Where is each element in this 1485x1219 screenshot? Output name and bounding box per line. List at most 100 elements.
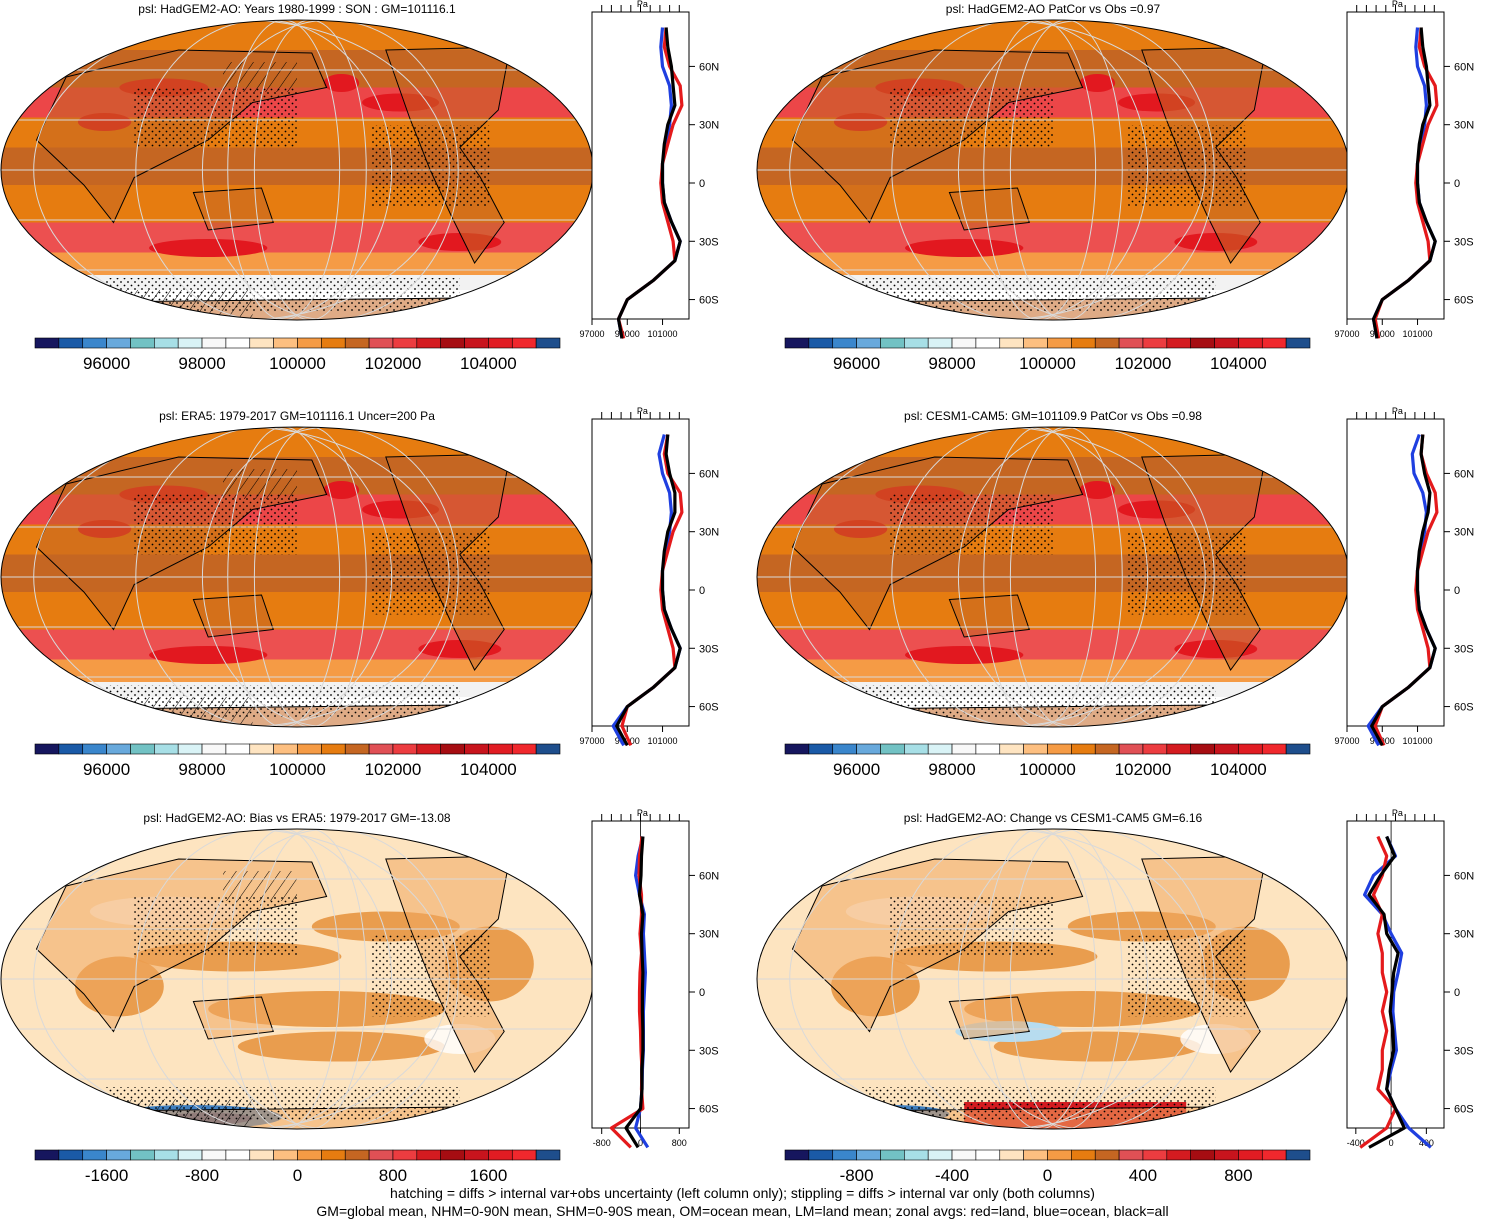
colorbar-cell (856, 743, 881, 755)
continent-outline (192, 996, 274, 1040)
graticule-meridian (201, 427, 459, 727)
zonal-lat-label: 60S (699, 1104, 719, 1116)
zonal-frame (591, 11, 690, 320)
colorbar-tick-label: 96000 (833, 354, 880, 373)
colorbar-cell (368, 1149, 394, 1161)
continent-outline (948, 594, 1030, 638)
colorbar-cell (130, 743, 155, 755)
psl-band (757, 222, 1349, 253)
zonal-lat-label: 30N (1454, 527, 1474, 539)
graticule-meridian (1009, 427, 1123, 727)
colorbar-tick-label: -800 (840, 1166, 874, 1185)
colorbar-cell (201, 1149, 227, 1161)
stippling (371, 125, 490, 208)
graticule-meridian (227, 20, 341, 320)
colorbar-cell (344, 743, 370, 755)
colorbar-cell (1285, 337, 1311, 349)
colorbar-cell (249, 743, 274, 755)
colorbar-cell (321, 1149, 346, 1161)
colorbar-tick-label: 0 (293, 1166, 302, 1185)
high-pressure-cell (323, 74, 360, 92)
colorbar-cell (904, 1149, 929, 1161)
continent-outline (192, 594, 274, 638)
colorbar-cell (273, 1149, 298, 1161)
colorbar-cell (1094, 1149, 1120, 1161)
graticule-meridian (135, 20, 393, 320)
zonal-x-label: 97000 (1334, 329, 1359, 339)
stippling (890, 896, 1053, 957)
colorbar-cell (1023, 1149, 1048, 1161)
colorbar-cell (1238, 743, 1263, 755)
graticule-meridian (253, 427, 367, 727)
psl-band (757, 659, 1349, 682)
graticule-meridian (135, 829, 393, 1129)
graticule-meridian (135, 427, 393, 727)
colorbar-cell (1071, 1149, 1096, 1161)
colorbar-cell (130, 337, 155, 349)
graticule-meridian (891, 427, 1149, 727)
zonal-lat-label: 0 (699, 178, 705, 190)
colorbar-cell (201, 337, 227, 349)
colorbar-cell (1166, 337, 1191, 349)
zonal-lat-label: 30N (1454, 120, 1474, 132)
zonal-lat-label: 30S (699, 236, 719, 248)
panel-4: psl: CESM1-CAM5: GM=101109.9 PatCor vs O… (756, 406, 1474, 779)
zonal-lat-label: 30N (699, 527, 719, 539)
graticule-meridian (227, 427, 341, 727)
colorbar-tick-label: 104000 (460, 354, 517, 373)
high-pressure-cell (905, 239, 1024, 257)
colorbar-cell (321, 743, 346, 755)
colorbar-tick-label: 100000 (1019, 354, 1076, 373)
graticule-meridian (983, 427, 1097, 727)
zonal-x-label: 97000 (579, 329, 604, 339)
colorbar-cell (344, 337, 370, 349)
colorbar-cell (1071, 337, 1096, 349)
zonal-lat-label: 60N (1454, 468, 1474, 480)
colorbar-tick-label: 104000 (1210, 354, 1267, 373)
colorbar-tick-label: 104000 (460, 760, 517, 779)
colorbar-cell (249, 337, 274, 349)
colorbar-cell (808, 743, 834, 755)
stippling (134, 87, 297, 148)
zonal-frame (1346, 11, 1445, 320)
zonal-unit-label: Pa (1392, 406, 1403, 416)
colorbar-cell (808, 1149, 834, 1161)
zonal-lat-label: 60N (1454, 61, 1474, 73)
footer-line-1: hatching = diffs > internal var+obs unce… (390, 1185, 1095, 1201)
colorbar-cell (784, 1149, 810, 1161)
colorbar-cell (154, 337, 179, 349)
zonal-line-all (1370, 434, 1437, 747)
map-field (1, 829, 593, 1129)
colorbar-cell (82, 1149, 107, 1161)
colorbar-tick-label: -400 (935, 1166, 969, 1185)
colorbar-cell (1190, 743, 1215, 755)
colorbar-tick-label: 102000 (365, 354, 422, 373)
colorbar-tick-label: 800 (1224, 1166, 1252, 1185)
stippling (890, 87, 1053, 148)
colorbar-tick-label: 100000 (1019, 760, 1076, 779)
map-field (1, 427, 593, 727)
panel-title: psl: CESM1-CAM5: GM=101109.9 PatCor vs O… (904, 409, 1202, 423)
colorbar-cell (1261, 337, 1287, 349)
graticule-meridian (983, 829, 1097, 1129)
stippling (371, 934, 490, 1017)
colorbar-cell (880, 337, 905, 349)
colorbar-cell (297, 743, 322, 755)
colorbar-cell (392, 337, 418, 349)
zonal-x-label: -800 (593, 1138, 611, 1148)
colorbar-cell (856, 1149, 881, 1161)
colorbar-cell (535, 1149, 561, 1161)
zonal-frame (1346, 418, 1445, 727)
colorbar-cell (58, 337, 84, 349)
stippling (371, 532, 490, 615)
map-field (757, 829, 1349, 1129)
graticule-meridian (33, 20, 450, 320)
colorbar-cell (880, 1149, 905, 1161)
stippling (1127, 532, 1246, 615)
colorbar-tick-label: 1600 (469, 1166, 507, 1185)
colorbar-cell (464, 337, 489, 349)
panel-title: psl: HadGEM2-AO: Bias vs ERA5: 1979-2017… (143, 811, 450, 825)
colorbar-cell (1190, 337, 1215, 349)
